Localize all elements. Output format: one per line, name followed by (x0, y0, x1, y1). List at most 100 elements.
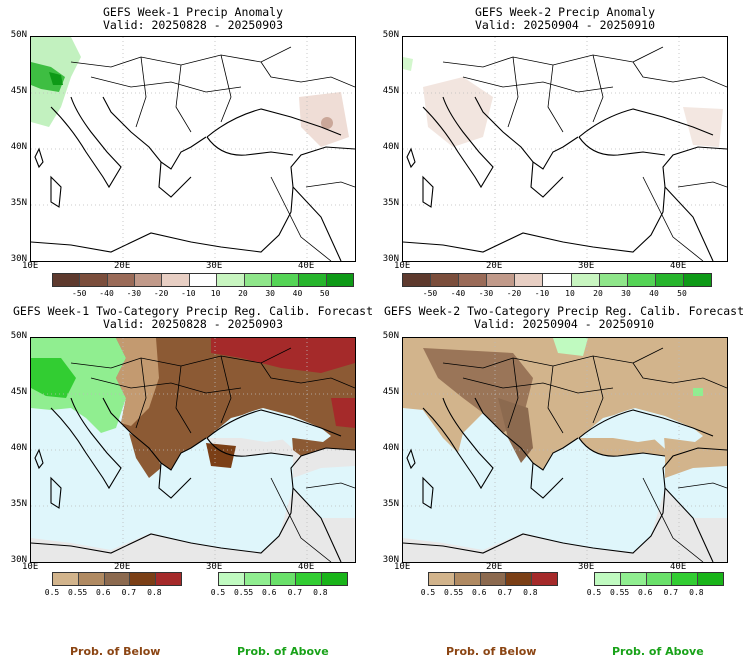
title-line-2: Valid: 20250904 - 20250910 (474, 18, 655, 32)
coastlines (403, 96, 727, 261)
lat-tick-label: 50N (10, 30, 27, 40)
lon-tick-label: 10E (394, 261, 411, 271)
title-line-2: Valid: 20250904 - 20250910 (473, 317, 654, 331)
gridlines (31, 338, 355, 562)
colorbar-tick-label: 0.8 (689, 588, 704, 597)
colorbar-tick-label: 0.6 (261, 588, 277, 597)
colorbar-swatch (431, 274, 460, 286)
negative-anomaly-core (321, 117, 333, 129)
lat-tick-label: 50N (382, 30, 399, 40)
lat-tick-label: 50N (10, 331, 27, 341)
colorbar-tick-label: -10 (181, 289, 196, 298)
colorbar-swatch (672, 573, 699, 585)
coastlines (403, 397, 727, 562)
colorbar-tick-label: -40 (99, 289, 114, 298)
colorbar-swatch (189, 274, 218, 286)
lat-tick-label: 45N (10, 387, 27, 397)
map-week2-anomaly-canvas (403, 37, 727, 261)
colorbar-swatch (78, 573, 105, 585)
prob-below-colorbar-left (52, 572, 182, 586)
below-normal-greece (129, 433, 161, 478)
colorbar-tick-label: 0.6 (637, 588, 653, 597)
colorbar-swatch (646, 573, 673, 585)
colorbar-swatch (506, 573, 533, 585)
colorbar-tick-label: 0.6 (471, 588, 487, 597)
colorbar-tick-label: -30 (126, 289, 142, 298)
colorbar-swatch (244, 274, 272, 286)
colorbar-swatch (322, 573, 347, 585)
title-line-1: GEFS Week-2 Precip Anomaly (474, 5, 655, 19)
colorbar-tick-label: 10 (565, 289, 575, 298)
title-line-2: Valid: 20250828 - 20250903 (102, 317, 283, 331)
lat-tick-label: 35N (382, 499, 399, 509)
colorbar-swatch (620, 573, 647, 585)
positive-anomaly-spot (403, 57, 413, 71)
colorbar-tick-label: 0.7 (287, 588, 303, 597)
title-line-1: GEFS Week-1 Two-Category Precip Reg. Cal… (12, 304, 374, 318)
gridlines (31, 37, 355, 261)
lon-tick-label: 20E (114, 562, 131, 572)
coastlines (31, 397, 355, 562)
colorbar-swatch (107, 274, 136, 286)
colorbar-tick-label: 40 (649, 289, 659, 298)
lat-tick-label: 45N (382, 86, 399, 96)
colorbar-swatch (80, 274, 108, 286)
black-sea (207, 408, 331, 442)
colorbar-swatch (104, 573, 131, 585)
below-normal-anatolia (579, 438, 727, 478)
colorbar-swatch (543, 274, 572, 286)
colorbar-swatch (515, 274, 544, 286)
legend-prob-below-right: Prob. of Below (446, 645, 537, 658)
colorbar-tick-label: 0.8 (147, 588, 162, 597)
prob-above-colorbar-left (218, 572, 348, 586)
country-borders (442, 46, 727, 261)
black-sea (579, 408, 703, 442)
lon-tick-label: 20E (114, 261, 131, 271)
colorbar-swatch (219, 573, 245, 585)
colorbar-tick-label: 50 (319, 289, 330, 298)
lon-tick-label: 30E (206, 261, 223, 271)
lat-tick-label: 35N (10, 198, 27, 208)
colorbar-swatch (271, 274, 300, 286)
colorbar-swatch (217, 274, 245, 286)
colorbar-tick-label: 0.5 (420, 588, 436, 597)
below-normal-strong (211, 338, 355, 373)
negative-anomaly-region-east (683, 107, 723, 147)
lon-tick-label: 10E (22, 261, 39, 271)
map-week2-anomaly (402, 36, 728, 262)
colorbar-tick-label: 0.55 (67, 588, 88, 597)
colorbar-swatch (135, 274, 163, 286)
colorbar-swatch (459, 274, 488, 286)
lon-tick-label: 30E (578, 562, 595, 572)
lon-tick-label: 20E (486, 261, 503, 271)
colorbar-swatch (655, 274, 684, 286)
colorbar-swatch (571, 274, 600, 286)
lat-tick-label: 40N (382, 443, 399, 453)
colorbar-swatch (53, 274, 81, 286)
colorbar-swatch (326, 274, 353, 286)
panel-title-week2-anomaly: GEFS Week-2 Precip Anomaly Valid: 202509… (404, 6, 726, 32)
colorbar-tick-label: -20 (506, 289, 522, 298)
colorbar-tick-label: 30 (621, 289, 631, 298)
below-normal-light (116, 338, 159, 426)
colorbar-tick-label: 0.8 (523, 588, 538, 597)
colorbar-swatch (296, 573, 323, 585)
colorbar-tick-label: 0.6 (95, 588, 111, 597)
colorbar-tick-label: 20 (238, 289, 248, 298)
map-week1-anomaly-canvas (31, 37, 355, 261)
title-line-1: GEFS Week-2 Two-Category Precip Reg. Cal… (383, 304, 745, 318)
prob-above-colorbar-right (594, 572, 724, 586)
title-line-2: Valid: 20250828 - 20250903 (102, 18, 283, 32)
lon-tick-label: 40E (670, 562, 687, 572)
positive-anomaly-peak (49, 72, 63, 85)
title-line-1: GEFS Week-1 Precip Anomaly (102, 5, 283, 19)
map-week2-twocat (402, 337, 728, 563)
lat-tick-label: 30N (10, 555, 27, 565)
negative-anomaly-region (423, 77, 493, 147)
anomaly-colorbar-left (52, 273, 354, 287)
colorbar-tick-label: 0.5 (586, 588, 602, 597)
colorbar-tick-label: -10 (534, 289, 550, 298)
country-borders (442, 347, 727, 562)
country-borders (70, 46, 355, 261)
map-week1-twocat-canvas (31, 338, 355, 562)
